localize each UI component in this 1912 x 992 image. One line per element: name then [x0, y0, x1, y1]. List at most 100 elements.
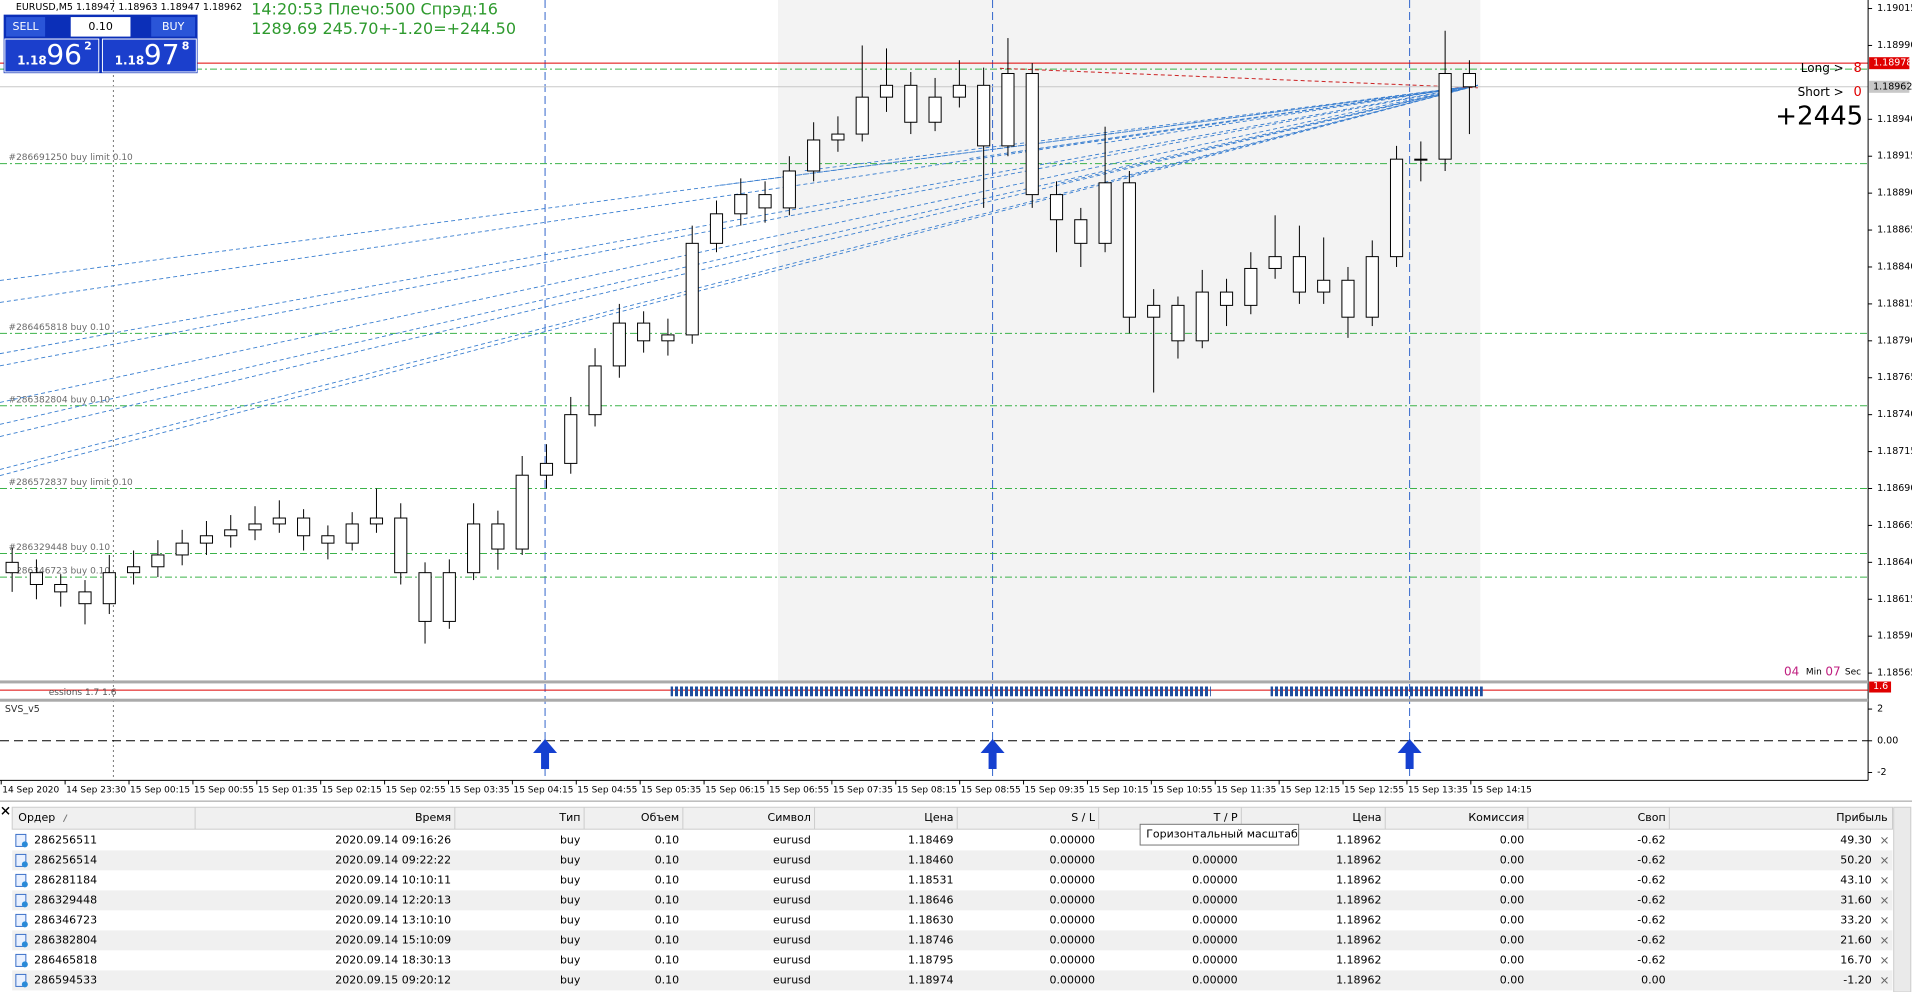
bid-box[interactable] [4, 38, 100, 73]
table-row[interactable] [12, 850, 1893, 871]
price-marker [1869, 80, 1910, 93]
table-cell: 49.30 [1840, 833, 1872, 846]
x-tick-label: 15 Sep 03:35 [449, 786, 509, 796]
candle-body [78, 591, 92, 605]
candle-body [369, 517, 384, 525]
lot-input[interactable] [70, 17, 131, 37]
order-icon [15, 973, 27, 987]
table-cell: 2020.09.14 09:16:26 [335, 833, 451, 846]
session-shade [777, 0, 1481, 681]
info-line: 14:20:53 Плечо:500 Спрэд:16 [251, 0, 498, 18]
column-header: Символ [768, 811, 811, 824]
table-row[interactable] [12, 830, 1893, 851]
table-cell: 0.00000 [1192, 953, 1238, 966]
x-tick-label: 15 Sep 12:15 [1280, 786, 1340, 796]
table-cell: 2020.09.15 09:20:12 [335, 973, 451, 986]
table-cell: 1.18962 [1336, 833, 1382, 846]
candle-body [1341, 279, 1355, 318]
table-row[interactable] [12, 970, 1893, 991]
candle-body [394, 517, 408, 574]
candle-body [491, 523, 505, 550]
table-cell: 0.00 [1500, 893, 1525, 906]
row-close[interactable] [1881, 977, 1888, 984]
table-cell: 0.00000 [1192, 913, 1238, 926]
table-cell: 1.18460 [908, 853, 954, 866]
candle-body [151, 554, 165, 568]
order-label: #286691250 buy limit 0.10 [9, 153, 134, 163]
table-cell: 0.00000 [1050, 973, 1096, 986]
timer: Sec [1845, 667, 1861, 677]
table-cell: -0.62 [1637, 953, 1665, 966]
connector-line [1012, 84, 1478, 153]
table-row[interactable] [12, 950, 1893, 971]
session-bar [670, 686, 1211, 697]
order-icon [15, 833, 27, 847]
session-bar [1270, 686, 1483, 697]
svs-tick-label: 2 [1877, 704, 1883, 715]
candle-body [224, 529, 238, 537]
row-close[interactable] [1881, 857, 1888, 864]
column-header: Ордер [18, 811, 55, 824]
svs-name: SVS_v5 [5, 704, 40, 715]
table-cell: 1.18962 [1336, 893, 1382, 906]
table-cell: 0.10 [655, 873, 680, 886]
y-tick-label: 1.18590 [1877, 631, 1912, 642]
candle-body [564, 414, 578, 464]
candle-body [29, 572, 44, 585]
connector-line [1060, 84, 1479, 184]
candle-body [879, 84, 894, 98]
candle-body [782, 170, 796, 209]
row-close[interactable] [1881, 877, 1888, 884]
table-cell: 0.00000 [1050, 953, 1096, 966]
y-tick-label: 1.18715 [1877, 446, 1912, 457]
table-cell: 0.00 [1500, 833, 1525, 846]
scrollbar[interactable] [1893, 806, 1912, 992]
sell-button[interactable] [6, 17, 46, 37]
table-cell: 33.20 [1840, 913, 1872, 926]
ask-box[interactable] [101, 38, 197, 73]
connector-line [999, 67, 1478, 89]
table-cell: buy [560, 853, 581, 866]
candle-body [1438, 73, 1452, 160]
table-cell: -0.62 [1637, 893, 1665, 906]
long-label: Long > [1801, 61, 1844, 75]
y-tick-label: 1.18790 [1877, 335, 1912, 346]
table-cell: 2020.09.14 18:30:13 [335, 953, 451, 966]
table-cell: eurusd [773, 853, 811, 866]
bid-small: 2 [84, 39, 92, 52]
row-close[interactable] [1881, 897, 1888, 904]
ask-prefix: 1.18 [115, 53, 145, 67]
buy-button[interactable] [151, 17, 196, 37]
table-cell: buy [560, 973, 581, 986]
table-row[interactable] [12, 870, 1893, 891]
table-cell: 0.10 [655, 933, 680, 946]
table-cell: 1.18974 [908, 973, 954, 986]
row-close[interactable] [1881, 937, 1888, 944]
candle-body [977, 84, 991, 147]
table-row[interactable] [12, 930, 1893, 951]
x-tick-label: 15 Sep 00:15 [130, 786, 190, 796]
table-cell: 0.00000 [1050, 833, 1096, 846]
candle-body [1219, 291, 1234, 306]
row-close[interactable] [1881, 957, 1888, 964]
table-cell: 1.18630 [908, 913, 954, 926]
x-tick-label: 14 Sep 23:30 [66, 786, 126, 796]
x-tick-label: 15 Sep 11:35 [1216, 786, 1276, 796]
table-cell: 2020.09.14 09:22:22 [335, 853, 451, 866]
table-row[interactable] [12, 910, 1893, 931]
y-tick-label: 1.18615 [1877, 594, 1912, 605]
row-close[interactable] [1881, 917, 1888, 924]
candle-body [539, 462, 554, 476]
row-close[interactable] [1881, 837, 1888, 844]
table-row[interactable] [12, 890, 1893, 911]
timer: 04 [1784, 664, 1799, 678]
indicator-border [0, 680, 1869, 684]
table-cell: 286594533 [34, 973, 97, 986]
table-cell: 1.18469 [908, 833, 954, 846]
table-cell: -0.62 [1637, 933, 1665, 946]
long-count: 8 [1853, 61, 1861, 76]
connector-line [0, 84, 1479, 470]
candle-body [345, 523, 359, 544]
connector-line [1097, 84, 1478, 145]
